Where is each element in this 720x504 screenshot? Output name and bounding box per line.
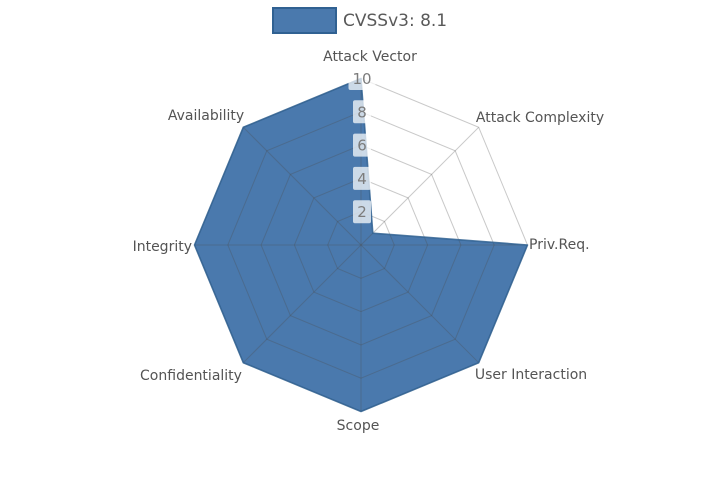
data-polygon-fill (194, 78, 528, 412)
legend-swatch (272, 7, 337, 34)
axis-spoke (242, 244, 362, 364)
radial-tick-label: 10 (352, 70, 371, 88)
axis-label-attack-complexity: Attack Complexity (476, 110, 604, 126)
axis-label-availability: Availability (168, 108, 244, 124)
axis-spoke (242, 126, 362, 246)
axis-spoke (360, 244, 480, 364)
grid-ring (227, 111, 495, 379)
grid-ring (327, 211, 395, 279)
grid-ring (293, 177, 429, 313)
legend-label: CVSSv3: 8.1 (343, 10, 448, 31)
radial-tick-box (353, 200, 371, 224)
radial-tick-label: 4 (357, 170, 367, 188)
radial-tick-box (353, 166, 371, 190)
radial-tick-box (353, 100, 371, 124)
axis-label-priv-req: Priv.Req. (529, 237, 590, 253)
axis-label-scope: Scope (337, 418, 380, 434)
axis-label-user-interaction: User Interaction (475, 367, 587, 383)
radial-tick-label: 8 (357, 103, 367, 121)
data-polygon-outline (193, 77, 529, 413)
radial-tick-label: 6 (357, 137, 367, 155)
radial-tick-label: 2 (357, 203, 367, 221)
radial-tick-box (353, 133, 371, 157)
axis-label-integrity: Integrity (133, 239, 192, 255)
axis-label-confidentiality: Confidentiality (140, 368, 242, 384)
axis-label-attack-vector: Attack Vector (323, 49, 417, 65)
grid-ring (260, 144, 462, 346)
radial-tick-box (348, 67, 376, 90)
legend: CVSSv3: 8.1 (272, 7, 447, 34)
axis-spoke (360, 126, 480, 246)
